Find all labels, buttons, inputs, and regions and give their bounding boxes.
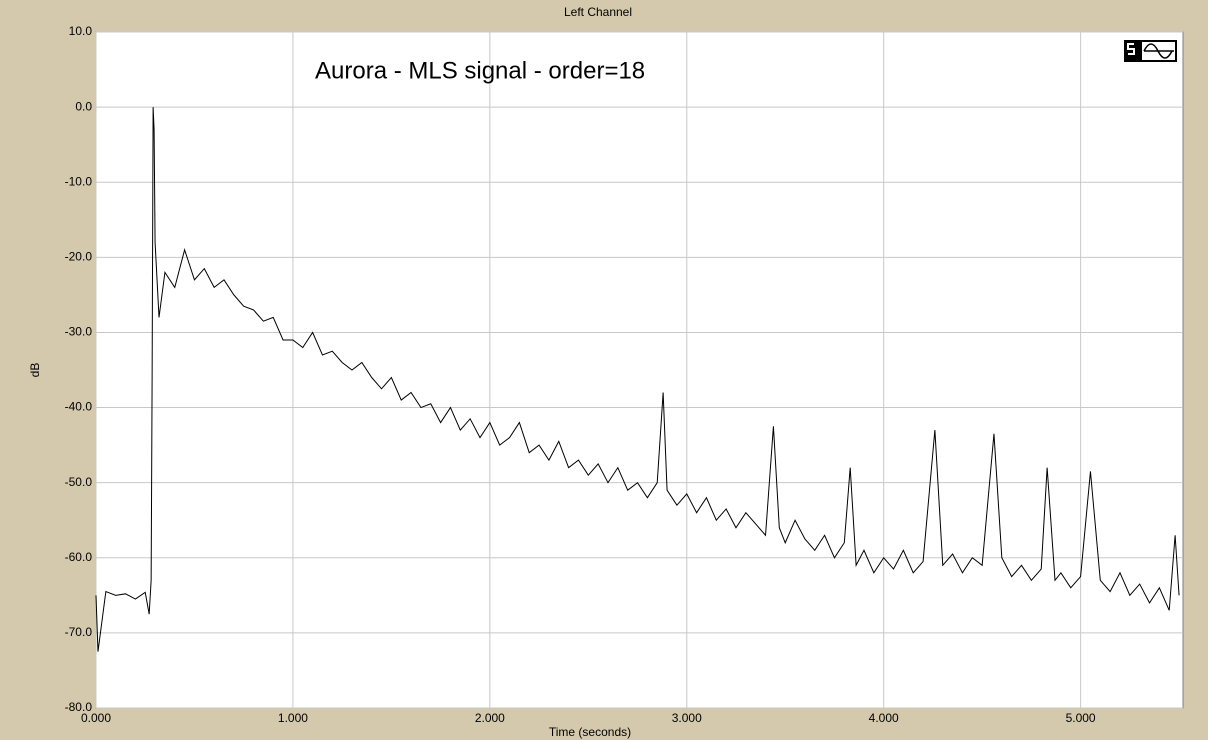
chart-title: Left Channel <box>564 5 632 19</box>
x-tick-label: 1.000 <box>278 711 308 725</box>
x-tick-label: 3.000 <box>672 711 702 725</box>
annotation: Aurora - MLS signal - order=18 <box>315 57 645 84</box>
logo-s <box>1127 43 1135 55</box>
logo-wave <box>1143 43 1174 59</box>
x-tick-label: 5.000 <box>1066 711 1096 725</box>
y-tick-label: -10.0 <box>65 174 93 188</box>
y-tick-label: -30.0 <box>65 325 93 339</box>
x-tick-label: 0.000 <box>81 711 111 725</box>
x-axis-label: Time (seconds) <box>549 725 631 739</box>
signal-line <box>95 107 1180 652</box>
y-tick-label: -40.0 <box>65 400 93 414</box>
y-tick-label: 10.0 <box>69 24 93 38</box>
y-tick-label: -20.0 <box>65 250 93 264</box>
logo <box>1124 40 1177 62</box>
y-axis-label: dB <box>28 363 42 378</box>
x-tick-label: 4.000 <box>869 711 899 725</box>
y-tick-label: -70.0 <box>65 625 93 639</box>
y-tick-label: -80.0 <box>65 700 93 714</box>
y-tick-label: 0.0 <box>75 99 92 113</box>
plot-area <box>95 31 1184 709</box>
y-tick-label: -50.0 <box>65 475 93 489</box>
x-tick-label: 2.000 <box>475 711 505 725</box>
y-tick-label: -60.0 <box>65 550 93 564</box>
